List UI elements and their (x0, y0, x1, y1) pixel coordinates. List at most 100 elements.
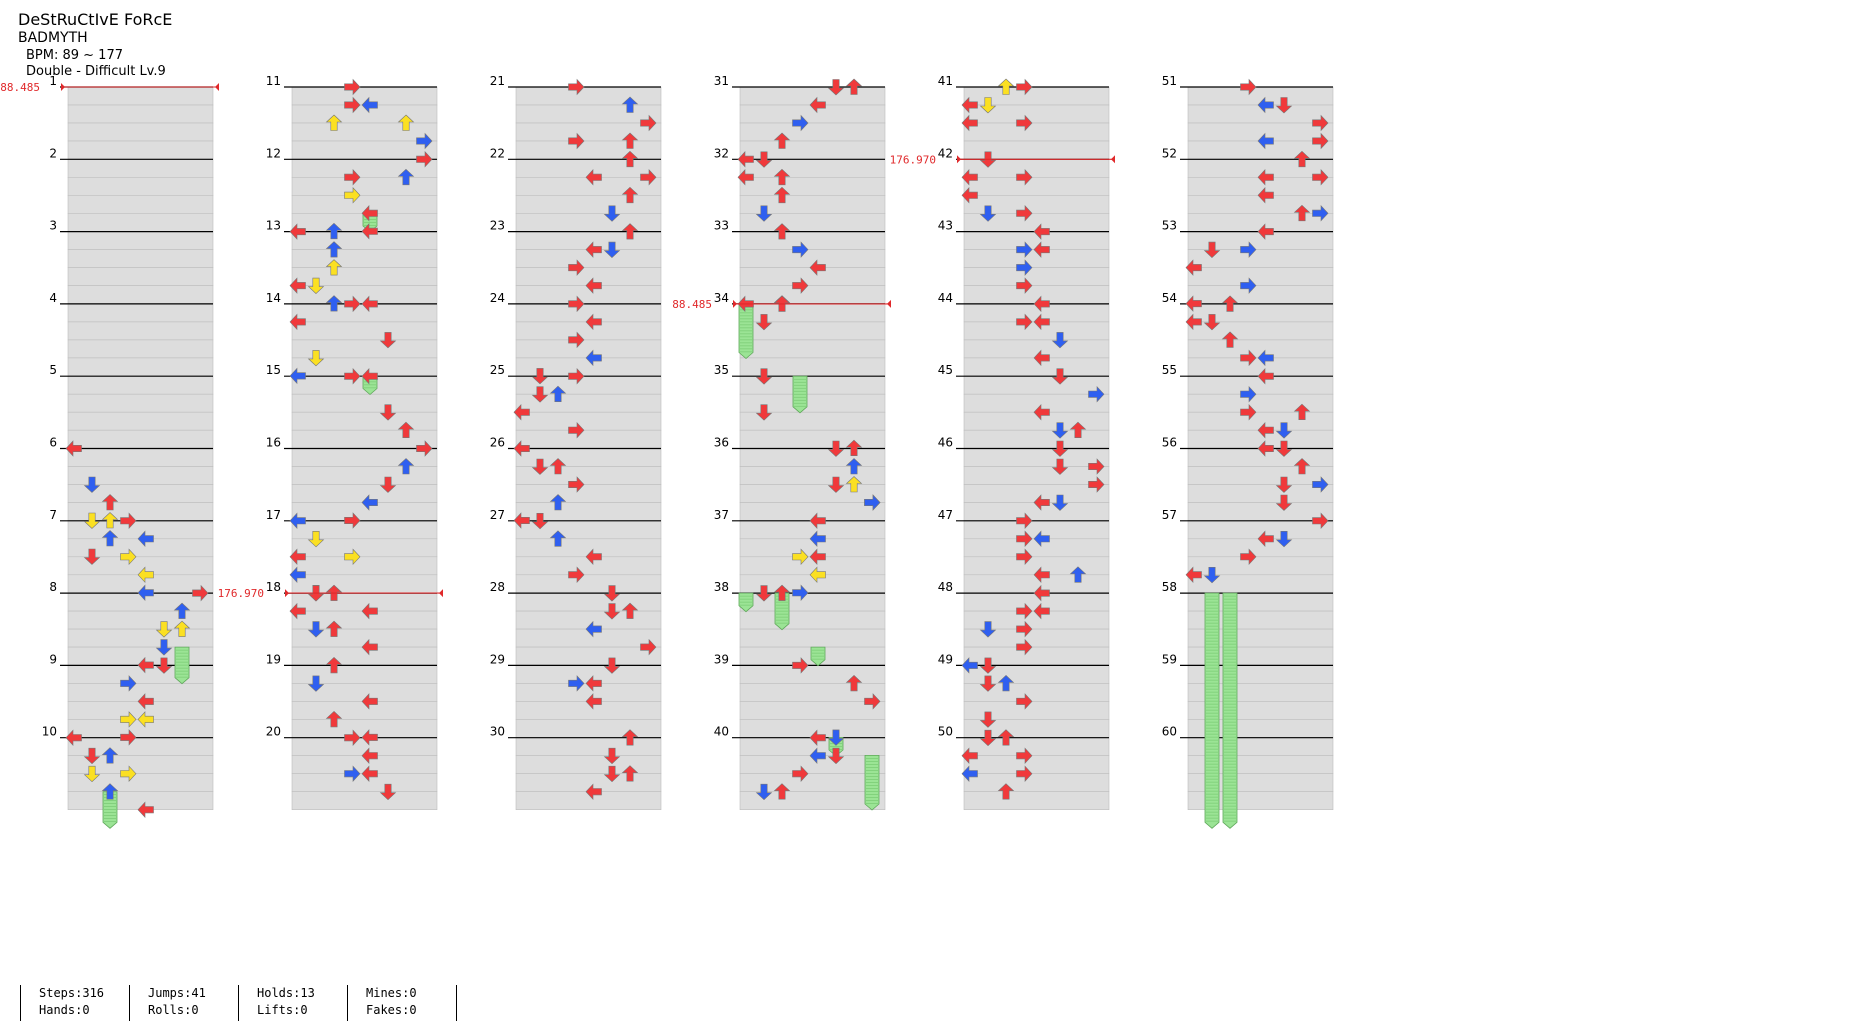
arrow-l-icon (361, 494, 378, 511)
arrow-r-icon (568, 259, 585, 276)
beat-band (67, 177, 214, 196)
arrow-l-icon (289, 548, 306, 566)
arrow-l-icon (361, 729, 378, 746)
stats-column: Holds:13 Lifts:0 (238, 985, 347, 1021)
song-artist: BADMYTH (18, 30, 88, 46)
arrow-r-icon (640, 114, 657, 132)
arrow-r-icon (120, 675, 137, 692)
arrow-d-icon (307, 277, 325, 295)
measure-number: 6 (49, 436, 57, 450)
arrow-r-icon (1016, 602, 1033, 620)
arrow-u-icon (621, 132, 639, 149)
arrow-r-icon (1016, 620, 1033, 638)
arrow-r-icon (344, 78, 361, 96)
measure-number: 7 (49, 508, 57, 522)
arrow-l-icon (1257, 530, 1274, 548)
bpm-label: 176.970 (890, 153, 936, 166)
measure-number: 37 (714, 508, 729, 522)
bpm-range: BPM: 89 ~ 177 (26, 47, 123, 63)
arrow-l-icon (289, 367, 306, 385)
beat-band (67, 159, 214, 178)
measure-number: 21 (490, 74, 505, 88)
arrow-l-icon (137, 566, 154, 584)
beat-band (515, 104, 662, 124)
arrow-d-icon (1051, 422, 1069, 439)
arrow-l-icon (585, 241, 602, 258)
arrow-l-icon (585, 548, 602, 566)
arrow-u-icon (1293, 458, 1311, 475)
arrow-u-icon (621, 602, 639, 619)
arrow-l-icon (361, 693, 378, 710)
arrow-u-icon (325, 114, 343, 131)
stats-column: Mines:0 Fakes:0 (347, 985, 457, 1021)
bpm-marker-right (887, 299, 891, 308)
measure-number: 49 (938, 652, 953, 666)
arrow-r-icon (344, 729, 361, 746)
arrow-u-icon (1293, 204, 1311, 222)
arrow-l-icon (961, 747, 978, 764)
arrow-d-icon (979, 97, 997, 114)
arrow-u-icon (1221, 331, 1239, 348)
beat-band (963, 755, 1110, 775)
beat-band (739, 791, 886, 811)
measure-number: 12 (266, 146, 281, 160)
arrow-d-icon (1275, 476, 1293, 493)
arrow-u-icon (101, 494, 119, 511)
arrow-u-icon (997, 783, 1015, 800)
measure-number: 46 (938, 436, 953, 450)
measure-number: 32 (714, 146, 729, 160)
arrow-l-icon (585, 277, 602, 294)
arrow-l-icon (585, 783, 602, 800)
arrow-r-icon (1016, 241, 1033, 258)
hold-note-icon (102, 791, 118, 829)
arrow-d-icon (307, 350, 325, 367)
arrow-r-icon (344, 96, 361, 114)
beat-band (739, 285, 886, 304)
beat-band (739, 339, 886, 359)
arrow-d-icon (1275, 440, 1293, 457)
arrow-l-icon (1033, 602, 1050, 620)
arrow-l-icon (361, 765, 378, 782)
bpm-marker-right (1111, 155, 1115, 164)
beat-band (291, 556, 438, 576)
measure-number: 9 (49, 652, 57, 666)
mines-count: Mines:0 (366, 986, 417, 1000)
measure-number: 28 (490, 580, 505, 594)
measure-number: 29 (490, 652, 505, 666)
arrow-l-icon (289, 602, 306, 620)
arrow-u-icon (325, 259, 343, 276)
arrow-d-icon (979, 621, 997, 638)
measure-number: 54 (1162, 291, 1177, 305)
arrow-l-icon (1033, 349, 1050, 367)
beat-band (739, 683, 886, 702)
beat-band (291, 159, 438, 178)
measure-number: 43 (938, 219, 953, 233)
arrow-l-icon (961, 657, 978, 674)
measure-number: 51 (1162, 74, 1177, 88)
beat-band (963, 466, 1110, 485)
arrow-l-icon (809, 259, 826, 276)
bpm-marker-left (61, 83, 65, 91)
arrow-r-icon (120, 548, 137, 566)
arrow-r-icon (1312, 512, 1329, 530)
beat-band (963, 267, 1110, 286)
hold-note-icon (738, 303, 754, 360)
measure-number: 11 (266, 74, 281, 88)
beat-band (515, 574, 662, 594)
arrow-u-icon (621, 729, 639, 746)
arrow-l-icon (137, 801, 154, 818)
arrow-l-icon (137, 584, 154, 602)
measure-number: 55 (1162, 363, 1177, 377)
beat-band (739, 448, 886, 467)
arrow-d-icon (827, 476, 845, 493)
arrow-l-icon (1185, 566, 1202, 584)
beat-band (1187, 484, 1334, 503)
bpm-label: 88.485 (672, 298, 712, 311)
beat-band (963, 773, 1110, 793)
measure-number: 60 (1162, 725, 1177, 739)
arrow-r-icon (1240, 277, 1257, 294)
arrow-u-icon (997, 729, 1015, 746)
arrow-d-icon (379, 404, 397, 421)
bpm-marker-left (285, 589, 289, 598)
arrow-r-icon (792, 548, 809, 566)
